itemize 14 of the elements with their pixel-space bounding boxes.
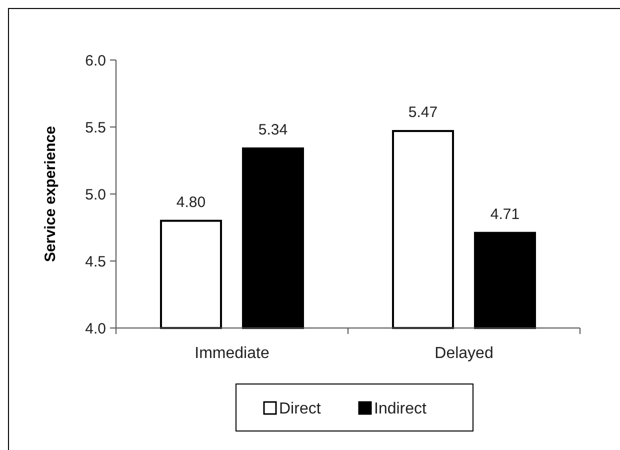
- legend-label: Indirect: [374, 400, 428, 418]
- y-axis-title: Service experience: [42, 126, 59, 262]
- data-label: 4.71: [490, 206, 520, 223]
- y-tick-label: 4.0: [85, 320, 106, 338]
- y-tick-label: 5.5: [85, 119, 106, 136]
- y-tick-label: 6.0: [85, 52, 106, 70]
- y-tick-label: 5.0: [85, 186, 106, 204]
- y-tick-label: 4.5: [85, 253, 106, 270]
- x-tick-label: Delayed: [434, 345, 494, 362]
- x-tick-label: Immediate: [194, 345, 270, 362]
- data-label: 5.47: [408, 104, 438, 122]
- legend-label: Direct: [279, 400, 322, 418]
- data-label: 4.80: [176, 194, 206, 211]
- data-label: 5.34: [258, 121, 288, 138]
